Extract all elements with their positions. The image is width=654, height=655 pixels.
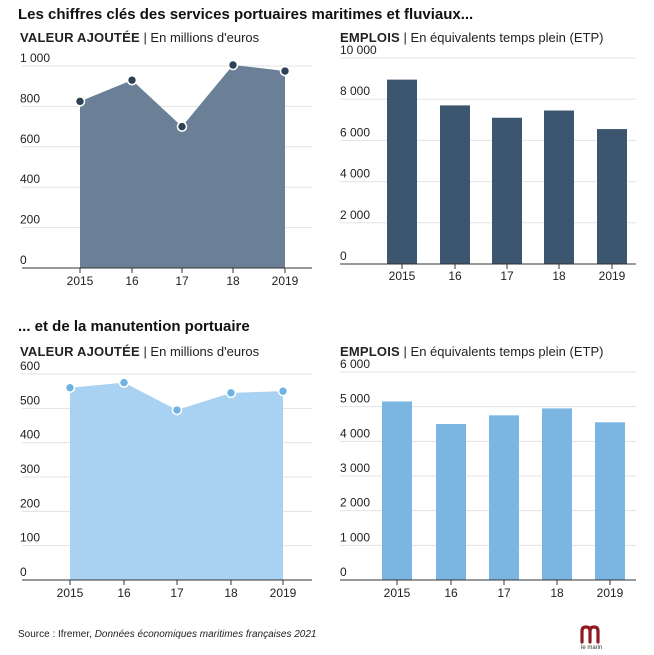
data-point (126, 74, 138, 86)
x-tick-label: 2019 (597, 586, 624, 600)
y-tick-label: 300 (20, 462, 40, 476)
y-tick-label: 200 (20, 496, 40, 510)
bar (492, 117, 522, 265)
y-tick-label: 0 (340, 565, 347, 579)
x-tick-label: 17 (175, 274, 189, 288)
y-tick-label: 2 000 (340, 208, 370, 222)
data-point (225, 387, 237, 399)
x-tick-label: 18 (550, 586, 564, 600)
panel-title-maritime-emplois: EMPLOIS | En équivalents temps plein (ET… (340, 30, 603, 45)
x-tick-label: 2015 (67, 274, 94, 288)
y-tick-label: 10 000 (340, 43, 377, 57)
y-tick-label: 400 (20, 172, 40, 186)
x-tick-label: 2015 (384, 586, 411, 600)
data-point (279, 65, 291, 77)
y-tick-label: 2 000 (340, 496, 370, 510)
bar (595, 422, 625, 580)
section-title-manutention: ... et de la manutention portuaire (18, 318, 250, 335)
x-tick-label: 2019 (270, 586, 297, 600)
y-tick-label: 5 000 (340, 392, 370, 406)
svg-text:le marin: le marin (581, 645, 602, 650)
source-prefix: Source : Ifremer, (18, 629, 95, 640)
panel-title-unit: | En équivalents temps plein (ETP) (399, 30, 604, 45)
y-tick-label: 600 (20, 359, 40, 373)
x-tick-label: 18 (226, 274, 240, 288)
y-tick-label: 6 000 (340, 125, 370, 139)
x-tick-label: 18 (224, 586, 238, 600)
le-marin-logo-mark: le marin (580, 625, 602, 651)
bar (387, 79, 417, 264)
bar (542, 408, 572, 580)
x-tick-label: 2015 (389, 269, 416, 283)
panel-title-unit: | En millions d'euros (139, 344, 260, 359)
source-work: Données économiques maritimes françaises… (94, 629, 317, 640)
data-point (171, 404, 183, 416)
x-tick-label: 2015 (57, 586, 84, 600)
x-tick-label: 17 (497, 586, 511, 600)
data-point (74, 96, 86, 107)
x-tick-label: 16 (444, 586, 458, 600)
bar (436, 424, 466, 580)
y-tick-label: 0 (20, 253, 27, 267)
data-point (227, 59, 239, 71)
bar (544, 110, 574, 264)
panel-title-manutention-emplois: EMPLOIS | En équivalents temps plein (ET… (340, 344, 603, 359)
y-tick-label: 0 (20, 565, 27, 579)
bar (382, 401, 412, 580)
area-series (80, 64, 285, 269)
data-point (176, 121, 188, 132)
panel-title-bold: VALEUR AJOUTÉE (20, 344, 140, 359)
x-tick-label: 2019 (272, 274, 299, 288)
y-tick-label: 6 000 (340, 357, 370, 371)
y-tick-label: 3 000 (340, 461, 370, 475)
y-tick-label: 4 000 (340, 167, 370, 181)
panel-title-bold: EMPLOIS (340, 344, 400, 359)
source-note: Source : Ifremer, Données économiques ma… (18, 629, 317, 640)
x-tick-label: 18 (552, 269, 566, 283)
bar (597, 129, 627, 264)
panel-title-unit: | En millions d'euros (139, 30, 260, 45)
y-tick-label: 8 000 (340, 84, 370, 98)
area-series (70, 382, 283, 580)
data-point (277, 385, 289, 397)
y-tick-label: 4 000 (340, 426, 370, 440)
y-tick-label: 500 (20, 393, 40, 407)
x-tick-label: 16 (125, 274, 139, 288)
panel-title-manutention-valeur: VALEUR AJOUTÉE | En millions d'euros (20, 344, 259, 359)
panel-title-unit: | En équivalents temps plein (ETP) (399, 344, 604, 359)
x-tick-label: 2019 (599, 269, 626, 283)
y-tick-label: 200 (20, 213, 40, 227)
panel-title-bold: VALEUR AJOUTÉE (20, 30, 140, 45)
section-title-maritime: Les chiffres clés des services portuaire… (18, 6, 474, 23)
y-tick-label: 100 (20, 531, 40, 545)
data-point (118, 377, 130, 388)
panel-title-bold: EMPLOIS (340, 30, 400, 45)
y-tick-label: 1 000 (340, 530, 370, 544)
y-tick-label: 400 (20, 428, 40, 442)
data-point (64, 382, 76, 394)
x-tick-label: 17 (170, 586, 184, 600)
bar (489, 415, 519, 580)
x-tick-label: 16 (117, 586, 131, 600)
bar (440, 105, 470, 264)
y-tick-label: 0 (340, 249, 347, 263)
y-tick-label: 600 (20, 132, 40, 146)
panel-title-maritime-valeur: VALEUR AJOUTÉE | En millions d'euros (20, 30, 259, 45)
le-marin-logo: le marin (578, 620, 610, 651)
x-tick-label: 17 (500, 269, 514, 283)
x-tick-label: 16 (448, 269, 462, 283)
y-tick-label: 800 (20, 91, 40, 105)
y-tick-label: 1 000 (20, 51, 50, 65)
